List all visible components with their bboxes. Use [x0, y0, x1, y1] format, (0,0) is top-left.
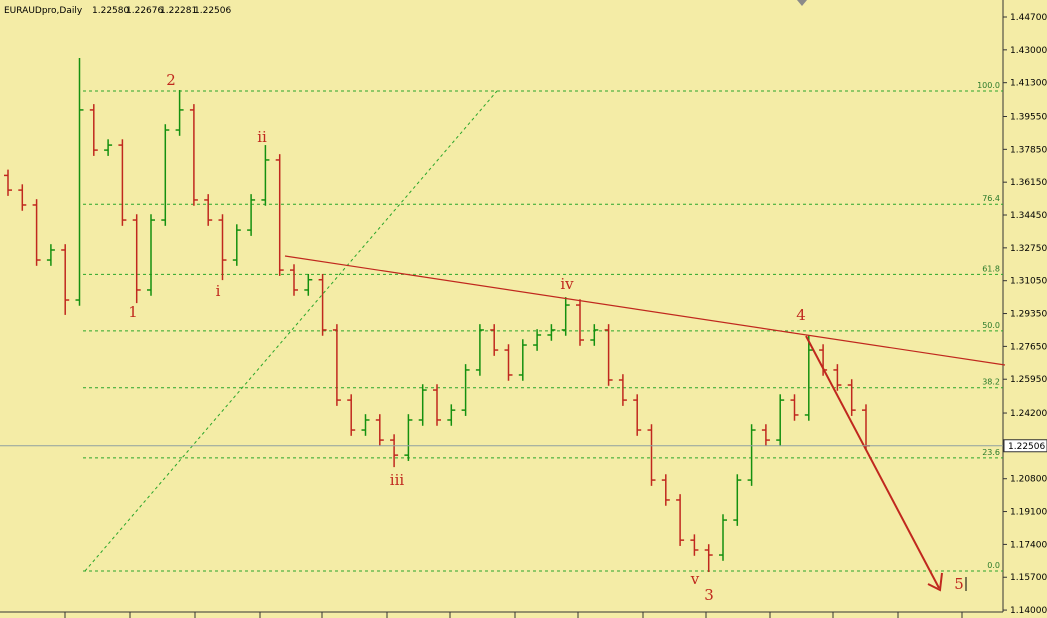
- fib-level-label: 0.0: [987, 561, 1000, 570]
- fib-level-label: 61.8: [982, 264, 1000, 273]
- y-tick-label: 1.44700: [1010, 13, 1047, 23]
- wave-label: i: [216, 282, 221, 300]
- arrow-head: [927, 572, 943, 592]
- fib-level-label: 38.2: [982, 378, 1000, 387]
- y-tick-label: 1.25950: [1010, 375, 1047, 385]
- fibonacci: 100.0 76.4 61.8 50.0 38.2 23.6 0.0: [83, 81, 1003, 572]
- bars: [4, 57, 870, 573]
- current-price-label: 1.22506: [1008, 442, 1045, 452]
- chart-title: EURAUDpro,Daily: [4, 6, 83, 16]
- y-tick-label: 1.27650: [1010, 342, 1047, 352]
- scroll-marker: [797, 0, 807, 6]
- y-axis: 1.44700 1.43000 1.41300 1.39550 1.37850 1.361…: [0, 13, 1047, 616]
- wave-label: 5: [954, 575, 964, 593]
- wave-label: v: [690, 570, 700, 588]
- y-tick-label: 1.24200: [1010, 409, 1047, 419]
- y-tick-label: 1.31050: [1010, 277, 1047, 287]
- wave-label: ii: [257, 128, 267, 146]
- fib-level-label: 50.0: [982, 321, 1000, 330]
- y-tick-label: 1.17400: [1010, 540, 1047, 550]
- y-tick-label: 1.39550: [1010, 112, 1047, 122]
- trendline: [284, 255, 1006, 366]
- fib-level-label: 100.0: [977, 81, 1000, 90]
- y-tick-label: 1.32750: [1010, 244, 1047, 254]
- y-tick-label: 1.15700: [1010, 573, 1047, 583]
- y-tick-label: 1.43000: [1010, 46, 1047, 56]
- arrow-line: [805, 335, 940, 589]
- wave-label: iii: [390, 471, 405, 489]
- fib-level-label: 76.4: [982, 194, 1000, 203]
- wave-label: 3: [704, 586, 714, 604]
- y-tick-label: 1.34450: [1010, 211, 1047, 221]
- y-tick-label: 1.29350: [1010, 310, 1047, 320]
- y-tick-label: 1.14000: [1010, 606, 1047, 616]
- quote-value: 1.22281: [160, 6, 197, 16]
- current-price-box: [1003, 439, 1047, 453]
- wave-label: 4: [796, 306, 806, 324]
- y-tick-label: 1.37850: [1010, 145, 1047, 155]
- y-tick-label: 1.36150: [1010, 178, 1047, 188]
- wave-label: iv: [560, 275, 574, 293]
- y-tick-label: 1.41300: [1010, 79, 1047, 89]
- quote-value: 1.22580: [92, 6, 129, 16]
- y-tick-label: 1.19100: [1010, 508, 1047, 518]
- wave-label: 1: [128, 303, 138, 321]
- y-tick-label: 1.20800: [1010, 475, 1047, 485]
- wave-label: 2: [166, 71, 176, 89]
- fib-level-label: 23.6: [982, 448, 1000, 457]
- quote-value: 1.22506: [194, 6, 231, 16]
- quote-value: 1.22676: [126, 6, 163, 16]
- x-ticks: [64, 612, 963, 618]
